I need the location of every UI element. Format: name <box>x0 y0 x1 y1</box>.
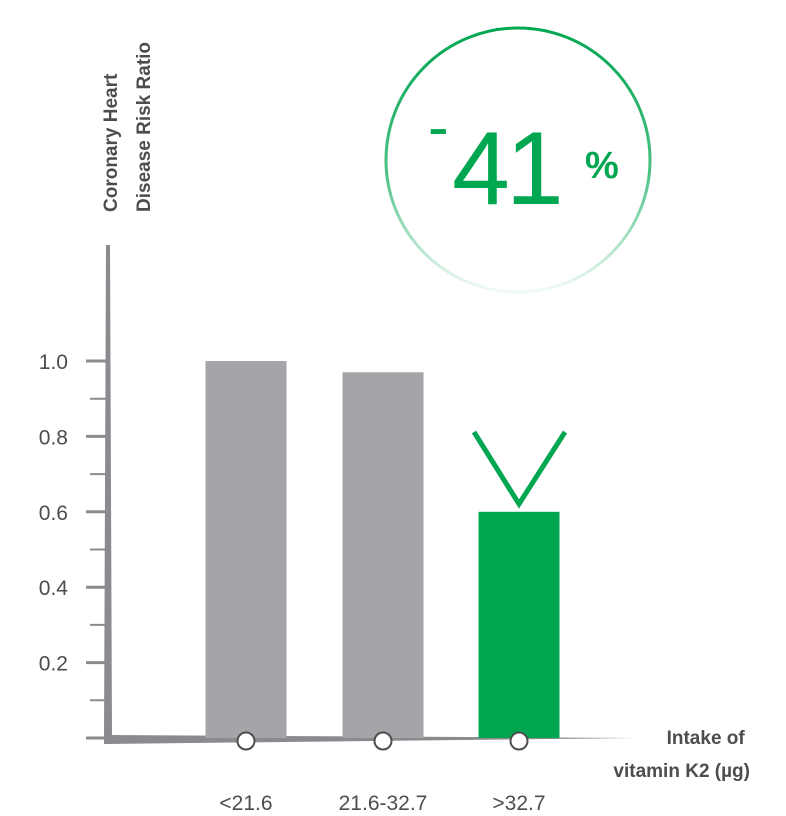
bar <box>479 512 560 738</box>
x-marker <box>238 733 255 750</box>
y-tick-label: 0.6 <box>39 502 68 525</box>
x-tick-label: 21.6-32.7 <box>339 792 428 815</box>
reduction-callout: - 41 % <box>386 28 650 504</box>
callout-number: 41 <box>452 111 560 227</box>
x-axis-title-line1: Intake of <box>667 728 746 749</box>
y-tick-label: 0.4 <box>39 577 69 600</box>
x-tick-label: >32.7 <box>492 792 545 815</box>
callout-unit: % <box>585 145 619 187</box>
y-axis-title-line2: Disease Risk Ratio <box>134 42 155 212</box>
x-tick-label: <21.6 <box>219 792 272 815</box>
category-labels: <21.6 21.6-32.7 >32.7 <box>219 792 545 815</box>
x-axis-title-line2: vitamin K2 (µg) <box>613 761 750 782</box>
y-tick-label: 1.0 <box>39 351 68 374</box>
x-axis-title: Intake of vitamin K2 (µg) <box>613 728 750 782</box>
y-tick-label: 0.8 <box>39 426 68 449</box>
y-tick-label: 0.2 <box>39 653 68 676</box>
callout-sign: - <box>428 93 449 162</box>
bar <box>343 372 424 738</box>
y-axis-title-line1: Coronary Heart <box>101 73 122 212</box>
bar <box>206 361 287 738</box>
bars <box>206 361 560 738</box>
x-marker <box>375 733 392 750</box>
x-marker <box>511 733 528 750</box>
y-axis-title: Coronary Heart Disease Risk Ratio <box>101 42 155 212</box>
y-axis-ticks: 1.0 0.8 0.6 0.4 0.2 <box>39 351 108 738</box>
